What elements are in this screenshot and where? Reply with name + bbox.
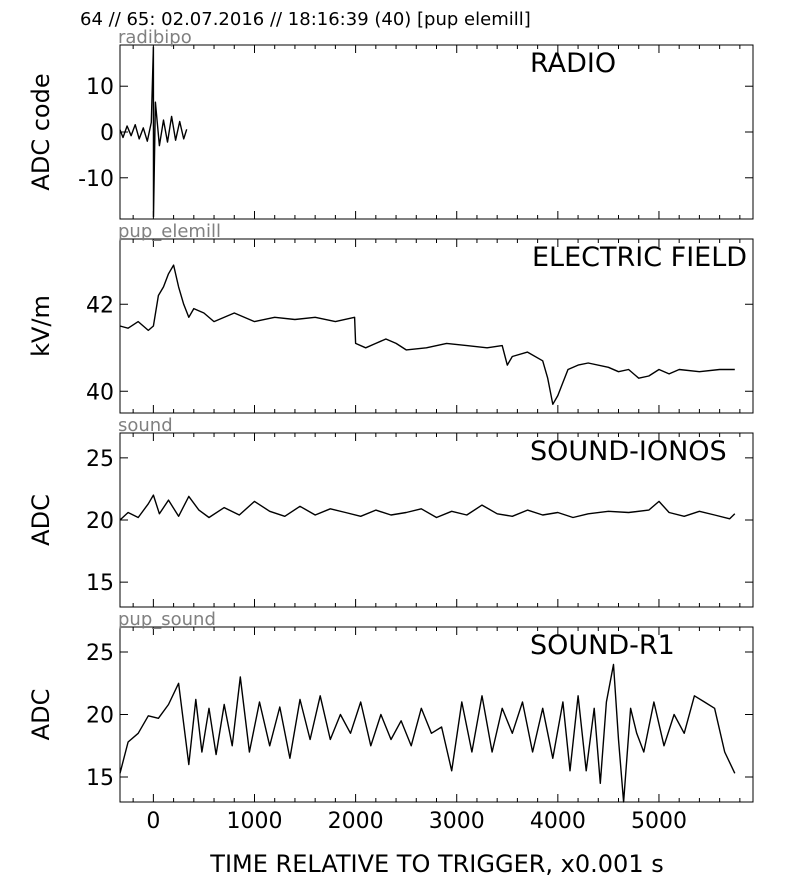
- y-tick-label: 20: [86, 509, 114, 534]
- x-tick-label: 0: [146, 809, 160, 834]
- series-line: [119, 46, 188, 218]
- series-line: [119, 663, 736, 803]
- series-line: [119, 264, 735, 405]
- x-tick-label: 2000: [328, 809, 384, 834]
- panel-source-label: pup_sound: [118, 609, 216, 630]
- y-axis-label: ADC code: [27, 73, 55, 190]
- x-tick-label: 1000: [226, 809, 282, 834]
- panel-title: SOUND-IONOS: [530, 436, 727, 467]
- panel-source-label: radibipo: [118, 27, 192, 48]
- y-axis-label: ADC: [27, 494, 55, 546]
- x-tick-label: 3000: [429, 809, 485, 834]
- x-tick-label: 5000: [631, 809, 687, 834]
- y-tick-label: 25: [86, 641, 114, 666]
- y-axis-label: kV/m: [27, 295, 55, 357]
- panel-title: RADIO: [530, 48, 616, 79]
- panels: 10 0 -10 radibipo RADIO ADC code 42 40 pup_elemi…: [27, 27, 754, 803]
- y-tick-label: 15: [86, 766, 114, 791]
- y-tick-label: 20: [86, 704, 114, 729]
- panel-3: 25 20 15 sound SOUND-IONOS ADC: [27, 415, 754, 608]
- panel-title: SOUND-R1: [530, 630, 675, 661]
- y-tick-label: -10: [78, 167, 114, 192]
- panel-title: ELECTRIC FIELD: [532, 242, 747, 273]
- x-axis-label: TIME RELATIVE TO TRIGGER, x0.001 s: [209, 850, 663, 878]
- y-tick-label: 40: [86, 380, 114, 405]
- figure-title: 64 // 65: 02.07.2016 // 18:16:39 (40) [p…: [80, 9, 531, 30]
- panel-source-label: pup_elemill: [118, 221, 221, 242]
- y-axis-label: ADC: [27, 689, 55, 741]
- x-tick-label: 4000: [530, 809, 586, 834]
- y-tick-label: 25: [86, 447, 114, 472]
- panel-4: 25 20 15 pup_sound SOUND-R1 ADC: [27, 609, 754, 803]
- panel-frame: [119, 44, 754, 220]
- y-tick-label: 15: [86, 571, 114, 596]
- y-tick-label: 42: [86, 293, 114, 318]
- y-tick-label: 10: [86, 75, 114, 100]
- y-tick-label: 0: [100, 121, 114, 146]
- series-line: [119, 494, 736, 521]
- x-axis: 0 1000 2000 3000 4000 5000: [146, 809, 687, 834]
- panel-source-label: sound: [118, 415, 173, 436]
- panel-1: 10 0 -10 radibipo RADIO ADC code: [27, 27, 754, 220]
- panel-2: 42 40 pup_elemill ELECTRIC FIELD kV/m: [27, 221, 754, 414]
